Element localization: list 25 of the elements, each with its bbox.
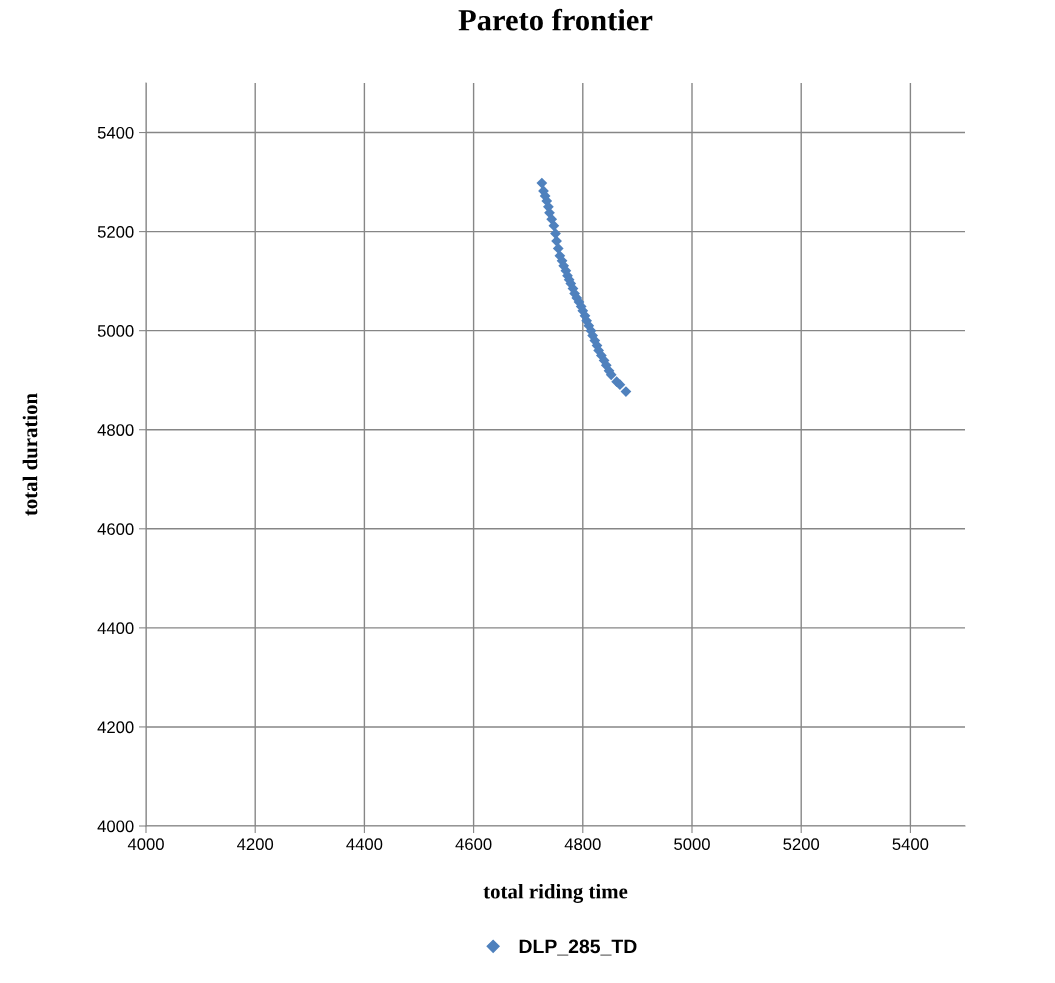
x-axis-title: total riding time xyxy=(483,883,628,903)
x-tick-label: 4600 xyxy=(455,838,492,851)
chart-title: Pareto frontier xyxy=(458,8,653,31)
x-tick-label: 5400 xyxy=(892,838,929,851)
point xyxy=(550,228,561,239)
y-tick-label: 4600 xyxy=(97,523,134,535)
x-tick-label: 5200 xyxy=(783,838,820,851)
legend-label: DLP_285_TD xyxy=(519,939,637,956)
x-tick-label: 4400 xyxy=(346,838,383,851)
y-axis-title: total duration xyxy=(22,393,38,516)
point xyxy=(620,386,632,397)
y-tick-label: 5200 xyxy=(97,226,134,238)
y-tick-label: 5400 xyxy=(97,126,134,139)
y-tick-label: 4200 xyxy=(97,721,134,734)
point xyxy=(536,177,548,189)
y-tick-label: 4000 xyxy=(97,820,134,833)
x-tick-label: 4200 xyxy=(237,838,274,851)
point xyxy=(552,243,564,254)
point xyxy=(548,220,560,232)
y-tick-label: 4400 xyxy=(97,622,134,635)
x-tick-label: 4000 xyxy=(127,838,164,851)
y-tick-label: 4800 xyxy=(97,424,134,436)
y-tick-label: 5000 xyxy=(97,325,134,337)
x-tick-label: 4800 xyxy=(564,838,601,851)
x-tick-label: 5000 xyxy=(674,838,710,851)
